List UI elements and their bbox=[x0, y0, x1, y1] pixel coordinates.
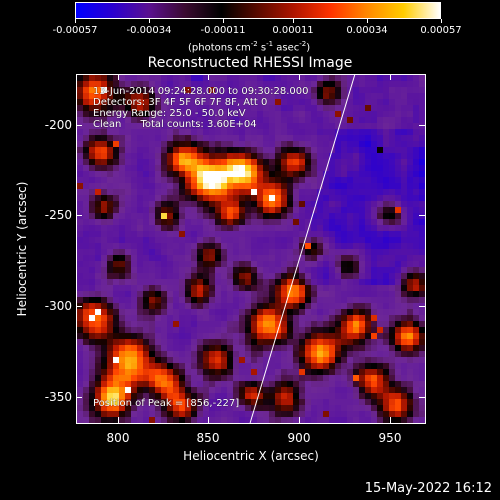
x-tick-label: 850 bbox=[196, 431, 220, 445]
colorbar-tick-label: 0.00011 bbox=[272, 25, 314, 36]
x-tick-label: 900 bbox=[287, 431, 311, 445]
x-tick bbox=[208, 417, 209, 423]
y-tick bbox=[76, 306, 82, 307]
y-tick-label: -250 bbox=[44, 208, 72, 222]
detectors-annotation: Detectors: 3F 4F 5F 6F 7F 8F, Att 0 bbox=[93, 97, 268, 108]
energy-range-annotation: Energy Range: 25.0 - 50.0 keV bbox=[93, 108, 246, 119]
colorbar-tick bbox=[149, 19, 150, 23]
y-tick-label: -350 bbox=[44, 390, 72, 404]
x-tick bbox=[299, 74, 300, 80]
x-tick-label: 950 bbox=[378, 431, 402, 445]
colorbar-gradient bbox=[76, 3, 440, 18]
time-range-annotation: 13-Jun-2014 09:24:28.000 to 09:30:28.000 bbox=[93, 86, 309, 97]
y-axis-label: Heliocentric Y (arcsec) bbox=[15, 181, 29, 317]
colorbar-tick-label: -0.00034 bbox=[126, 25, 172, 36]
x-tick bbox=[390, 74, 391, 80]
plot-timestamp: 15-May-2022 16:12 bbox=[364, 481, 492, 496]
colorbar-tick bbox=[441, 19, 442, 23]
x-tick bbox=[299, 417, 300, 423]
x-tick bbox=[118, 417, 119, 423]
heatmap-image bbox=[77, 75, 425, 423]
colorbar-tick bbox=[75, 19, 76, 23]
method-counts-annotation: Clean Total counts: 3.60E+04 bbox=[93, 119, 257, 130]
y-tick bbox=[419, 125, 425, 126]
colorbar-tick-label: -0.00011 bbox=[200, 25, 246, 36]
colorbar-tick-label: -0.00057 bbox=[52, 25, 98, 36]
colorbar-tick bbox=[367, 19, 368, 23]
heatmap-cells bbox=[77, 75, 425, 423]
colorbar-tick bbox=[223, 19, 224, 23]
y-tick bbox=[76, 397, 82, 398]
y-tick bbox=[419, 397, 425, 398]
y-tick-label: -300 bbox=[44, 299, 72, 313]
colorbar-tick bbox=[293, 19, 294, 23]
colorbar-fill bbox=[76, 3, 440, 18]
x-tick bbox=[208, 74, 209, 80]
solar-limb-line bbox=[249, 75, 356, 423]
x-axis-label: Heliocentric X (arcsec) bbox=[183, 449, 319, 463]
x-tick bbox=[390, 417, 391, 423]
plot-area[interactable] bbox=[76, 74, 426, 424]
y-tick-label: -200 bbox=[44, 118, 72, 132]
peak-position-annotation: Position of Peak = [856,-227] bbox=[93, 398, 240, 409]
y-tick bbox=[76, 215, 82, 216]
y-tick bbox=[419, 215, 425, 216]
colorbar-units: (photons cm-2 s-1 asec-2) bbox=[188, 40, 311, 54]
colorbar bbox=[75, 2, 441, 19]
y-tick bbox=[419, 306, 425, 307]
x-tick-label: 800 bbox=[106, 431, 130, 445]
plot-title: Reconstructed RHESSI Image bbox=[147, 55, 353, 71]
x-tick bbox=[118, 74, 119, 80]
y-tick bbox=[76, 125, 82, 126]
colorbar-tick-label: 0.00057 bbox=[420, 25, 462, 36]
colorbar-tick-label: 0.00034 bbox=[346, 25, 388, 36]
